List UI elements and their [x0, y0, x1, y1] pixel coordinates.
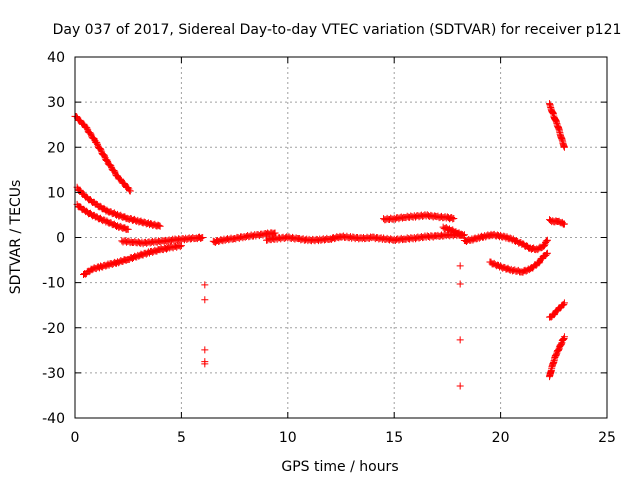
y-tick-label: -30: [42, 366, 65, 382]
data-point: [540, 242, 548, 250]
x-tick-label: 0: [71, 430, 80, 446]
series-arc-12: [546, 100, 568, 151]
data-point: [456, 280, 464, 288]
y-tick-label: 0: [56, 231, 65, 247]
data-point: [107, 162, 115, 170]
data-point: [456, 336, 464, 344]
data-point: [458, 231, 466, 239]
data-point: [541, 240, 549, 248]
series-arc-13: [546, 216, 568, 228]
y-tick-label: -20: [42, 321, 65, 337]
y-tick-label: -40: [42, 411, 65, 427]
data-point: [560, 220, 568, 228]
series-arc-14: [546, 299, 568, 321]
data-point: [543, 236, 551, 244]
data-point: [560, 333, 568, 341]
series-arc-2: [73, 183, 164, 230]
data-point: [93, 140, 101, 148]
series-arc-15: [546, 333, 568, 381]
data-point: [201, 360, 209, 368]
data-point: [117, 175, 125, 183]
series-arc-9: [439, 223, 466, 239]
data-point: [543, 249, 551, 257]
x-axis-title: GPS time / hours: [281, 459, 398, 475]
y-tick-label: 40: [47, 50, 65, 66]
data-point: [551, 310, 559, 318]
series-arc-11: [486, 249, 551, 276]
data-point: [155, 222, 163, 230]
series-outliers: [201, 262, 464, 390]
data-point: [120, 179, 128, 187]
data-point: [156, 222, 164, 230]
data-point: [560, 143, 568, 151]
y-axis-title: SDTVAR / TECUs: [8, 180, 24, 295]
series-arc-1: [71, 112, 134, 195]
data-point: [73, 113, 81, 121]
data-point: [110, 167, 118, 175]
series-arc-4: [80, 241, 185, 279]
data-point: [536, 258, 544, 266]
data-point: [456, 382, 464, 390]
y-tick-label: 20: [47, 140, 65, 156]
series-arc-5: [118, 233, 207, 248]
data-point: [201, 281, 209, 289]
data-point: [101, 152, 109, 160]
x-tick-label: 20: [492, 430, 510, 446]
data-point: [456, 262, 464, 270]
data-point: [543, 250, 551, 258]
data-point: [176, 243, 184, 251]
y-tick-label: -10: [42, 276, 65, 292]
data-point: [87, 130, 95, 138]
data-point: [201, 346, 209, 354]
data-point: [560, 300, 568, 308]
series-arc-6: [209, 229, 279, 246]
data-point: [86, 129, 94, 137]
data-point: [560, 299, 568, 307]
series-arc-10: [460, 230, 551, 254]
data-point: [543, 237, 551, 245]
data-point: [97, 146, 105, 154]
data-point: [450, 215, 458, 223]
data-point: [199, 234, 207, 241]
y-tick-label: 30: [47, 95, 65, 111]
series-arc-3: [73, 200, 132, 233]
chart-title: Day 037 of 2017, Sidereal Day-to-day VTE…: [53, 22, 622, 38]
axis-ticks: 0 5 10 15 20 25 -40 -30 -20 -10 0 10 20 30 40: [42, 50, 616, 446]
data-point: [271, 229, 279, 237]
data-point: [103, 156, 111, 164]
series-arc-8: [380, 211, 458, 224]
data-point: [201, 296, 209, 304]
x-tick-label: 10: [279, 430, 297, 446]
data-point: [83, 124, 91, 132]
data-point: [96, 145, 104, 153]
x-tick-label: 15: [385, 430, 403, 446]
data-point: [126, 187, 134, 195]
data-point: [124, 225, 132, 233]
x-tick-label: 5: [177, 430, 186, 446]
x-tick-label: 25: [598, 430, 616, 446]
y-tick-label: 10: [47, 185, 65, 201]
data-points: [71, 100, 568, 390]
data-point: [93, 139, 101, 147]
